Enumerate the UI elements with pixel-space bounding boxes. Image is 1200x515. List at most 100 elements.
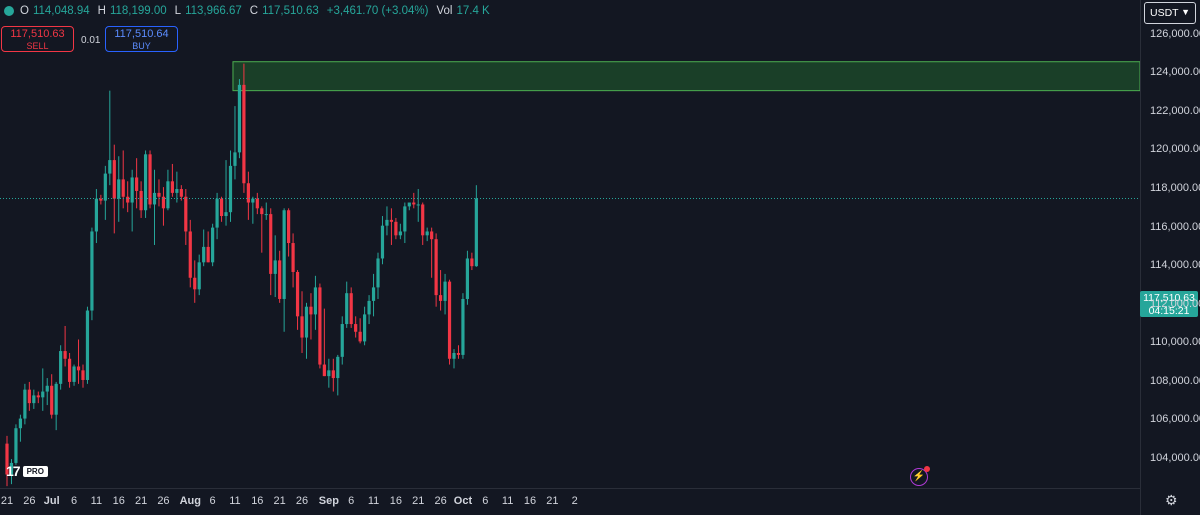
candle-body — [23, 389, 27, 419]
time-tick-label: 26 — [434, 495, 447, 507]
candle-body — [139, 190, 143, 211]
candle-body — [380, 225, 385, 259]
candle-body — [242, 84, 246, 184]
chevron-down-icon: ▼ — [1181, 7, 1190, 17]
candle-body — [304, 306, 309, 338]
candle-body — [331, 370, 335, 379]
time-tick-label: 16 — [523, 495, 537, 507]
candle-body — [179, 189, 183, 197]
candle-body — [211, 227, 215, 263]
candle-body — [269, 214, 273, 274]
current-price-value: 117,510.63 — [1143, 292, 1195, 304]
candle-body — [175, 189, 179, 193]
vol-value: 17.4 K — [456, 5, 490, 17]
candle-body — [219, 198, 224, 217]
time-tick-label: 6 — [348, 495, 355, 507]
candle-body — [367, 300, 371, 315]
candle-body — [394, 221, 398, 236]
ohlc-legend: O 114,048.94 H 118,199.00 L 113,966.67 C 117… — [4, 5, 494, 17]
time-tick-label: 11 — [367, 495, 380, 507]
candle-body — [27, 389, 31, 404]
candle-body — [255, 198, 259, 209]
price-tick-label: 112,000.00 — [1150, 297, 1200, 310]
candle-body — [126, 196, 130, 203]
candle-body — [345, 293, 349, 325]
candle-body — [14, 428, 18, 463]
candle-body — [90, 231, 94, 311]
time-tick-label: 21 — [0, 495, 14, 507]
pro-badge: PRO — [22, 465, 48, 477]
candle-body — [50, 385, 54, 415]
candle-body — [322, 364, 326, 377]
candle-body — [456, 352, 461, 355]
sell-price: 117,510.63 — [10, 28, 65, 40]
time-tick-label: 11 — [229, 495, 241, 507]
flash-icon[interactable]: ⚡ — [910, 466, 930, 486]
sell-label: SELL — [26, 41, 49, 51]
candle-body — [416, 204, 420, 206]
price-tick-label: 116,000.00 — [1150, 220, 1200, 233]
candle-body — [349, 293, 353, 325]
buy-button[interactable]: 117,510.64 BUY — [105, 26, 178, 52]
candle-body — [300, 316, 304, 338]
sell-button[interactable]: 117,510.63 SELL — [1, 26, 74, 52]
candle-body — [99, 198, 103, 201]
vol-key: Vol — [436, 5, 453, 17]
status-dot-icon — [4, 6, 14, 16]
price-tick-label: 108,000.00 — [1150, 374, 1200, 387]
candle-body — [36, 395, 40, 398]
candle-body — [291, 243, 295, 272]
candle-body — [9, 462, 14, 475]
candle-body — [41, 391, 45, 398]
candle-body — [389, 219, 394, 222]
spread-value: 0.01 — [81, 35, 101, 46]
candle-body — [45, 385, 49, 392]
time-tick-label: 21 — [273, 495, 286, 507]
time-tick-label: 26 — [295, 495, 309, 507]
candle-body — [264, 214, 268, 216]
time-tick-label: 11 — [90, 495, 103, 507]
time-tick-label: 21 — [546, 495, 559, 507]
candle-body — [438, 295, 443, 301]
candle-body — [398, 231, 402, 236]
price-tick-label: 126,000.00 — [1150, 27, 1200, 40]
candle-body — [135, 177, 139, 191]
candle-body — [403, 206, 407, 232]
candle-body — [5, 443, 9, 475]
candle-body — [470, 258, 474, 267]
time-tick-label: 21 — [412, 495, 425, 507]
candle-body — [260, 208, 264, 215]
candle-body — [443, 281, 447, 301]
currency-selector[interactable]: USDT ▼ — [1144, 2, 1196, 24]
candle-body — [452, 352, 456, 359]
candle-body — [143, 154, 148, 211]
candle-body — [233, 152, 237, 166]
time-tick-label: 6 — [209, 495, 216, 507]
buy-price: 117,510.64 — [114, 28, 169, 40]
candle-body — [309, 306, 313, 315]
candle-body — [246, 183, 250, 203]
candle-body — [358, 331, 362, 342]
price-tick-label: 118,000.00 — [1150, 182, 1200, 195]
candle-body — [447, 281, 452, 359]
candle-body — [184, 196, 188, 232]
time-tick-label: 6 — [482, 495, 489, 507]
candle-body — [67, 358, 72, 382]
candle-body — [371, 287, 376, 301]
candle-body — [108, 160, 112, 174]
candle-body — [170, 181, 174, 193]
candle-body — [121, 179, 125, 197]
tradingview-logo[interactable]: 17 PRO — [6, 463, 48, 479]
price-tick-label: 120,000.00 — [1150, 143, 1200, 156]
candle-body — [202, 246, 206, 263]
price-tick-label: 106,000.00 — [1150, 413, 1200, 426]
candle-body — [363, 314, 367, 342]
price-tick-label: 104,000.00 — [1150, 452, 1200, 465]
candle-body — [215, 198, 219, 228]
candle-body — [117, 179, 121, 199]
gear-icon[interactable]: ⚙ — [1165, 492, 1178, 508]
candle-body — [206, 246, 210, 263]
candle-body — [407, 202, 411, 207]
close-key: C — [249, 5, 259, 17]
